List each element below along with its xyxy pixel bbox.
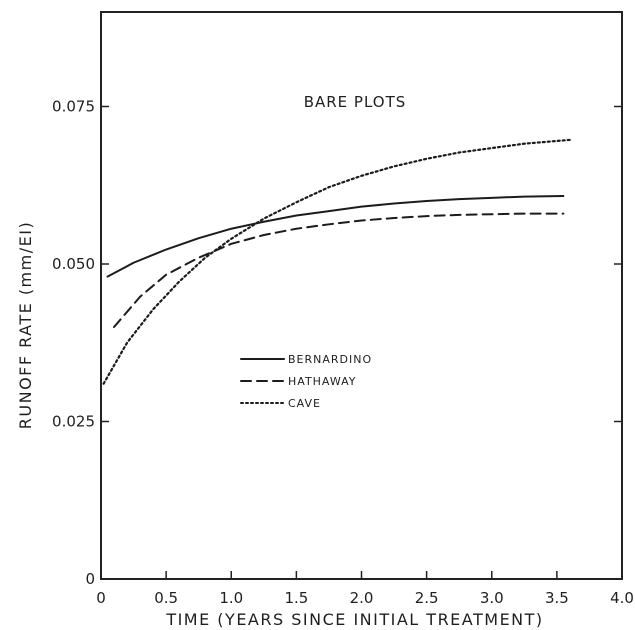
y-tick-label: 0.050 (52, 255, 95, 273)
y-tick-label: 0 (85, 570, 95, 588)
axes-group: 0 0.5 1.0 1.5 2.0 2.5 3.0 3.5 4.0 0 0.025 0.050 0.07… (52, 98, 634, 608)
x-tick-label: 1.0 (219, 589, 243, 607)
x-tick-label: 2.0 (350, 589, 374, 607)
y-tick-label: 0.025 (52, 413, 95, 431)
x-tick-label: 3.0 (480, 589, 504, 607)
y-axis-label: RUNOFF RATE (mm/EI) (16, 221, 35, 429)
x-tick-label: 0.5 (154, 589, 178, 607)
legend-label-cave: CAVE (288, 397, 321, 410)
x-tick-label: 0 (96, 589, 106, 607)
chart-title: BARE PLOTS (304, 93, 407, 111)
y-tick-label: 0.075 (52, 98, 95, 116)
legend-label-hathaway: HATHAWAY (288, 375, 357, 388)
series-line-hathaway (113, 212, 565, 328)
series-line-cave (102, 138, 571, 385)
x-tick-label: 2.5 (415, 589, 439, 607)
legend: BERNARDINO HATHAWAY CAVE (240, 353, 372, 410)
series-group (102, 138, 571, 385)
x-tick-label: 3.5 (545, 589, 569, 607)
series-line-bernardino (106, 194, 565, 278)
x-tick-label: 4.0 (610, 589, 634, 607)
x-axis-label: TIME (YEARS SINCE INITIAL TREATMENT) (165, 610, 543, 629)
legend-label-bernardino: BERNARDINO (288, 353, 372, 366)
x-tick-label: 1.5 (284, 589, 308, 607)
